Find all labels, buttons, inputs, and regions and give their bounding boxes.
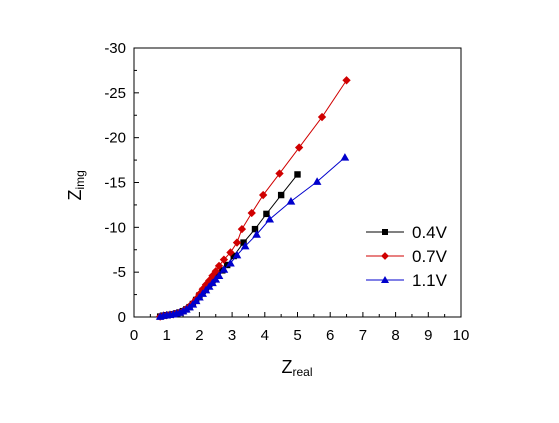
y-tick-label: -15 bbox=[104, 175, 126, 192]
data-point-1-1v bbox=[252, 230, 261, 238]
data-point-1-1v bbox=[240, 241, 250, 250]
x-tick-label: 6 bbox=[326, 327, 334, 344]
data-point-0-4v bbox=[230, 252, 237, 260]
data-point-0-7v bbox=[342, 76, 351, 85]
legend: 0.4V 0.7V 1.1V bbox=[366, 223, 448, 290]
series-0-7v bbox=[156, 76, 351, 321]
x-tick-label: 0 bbox=[130, 327, 138, 344]
data-series bbox=[155, 76, 351, 321]
data-point-0-7v bbox=[259, 190, 268, 200]
data-point-1-1v bbox=[340, 153, 350, 161]
x-tick-label: 4 bbox=[261, 327, 269, 344]
x-tick-label: 3 bbox=[228, 327, 236, 344]
data-point-1-1v bbox=[219, 265, 229, 273]
x-tick-label: 10 bbox=[453, 327, 470, 344]
legend-label-0-7v: 0.7V bbox=[412, 247, 448, 266]
x-tick-label: 8 bbox=[391, 327, 399, 344]
data-point-1-1v bbox=[286, 197, 296, 205]
x-tick-label: 2 bbox=[195, 327, 203, 344]
legend-marker-1-1v bbox=[380, 275, 390, 284]
data-point-0-4v bbox=[240, 239, 247, 246]
x-tick-label: 1 bbox=[163, 327, 171, 344]
data-point-1-1v bbox=[226, 258, 235, 267]
x-tick-label: 9 bbox=[424, 327, 432, 344]
legend-label-1-1v: 1.1V bbox=[412, 271, 448, 290]
y-tick-label: 0 bbox=[118, 309, 126, 326]
series-line-0-7v bbox=[160, 80, 347, 318]
data-point-0-7v bbox=[247, 208, 256, 218]
data-point-0-7v bbox=[214, 261, 224, 271]
x-tick-label: 5 bbox=[293, 327, 301, 344]
legend-item-1-1v: 1.1V bbox=[366, 271, 448, 290]
y-axis-label: Zimg bbox=[65, 170, 87, 200]
y-tick-label: -20 bbox=[104, 130, 126, 147]
data-point-0-7v bbox=[211, 267, 220, 276]
data-point-0-7v bbox=[232, 238, 242, 247]
data-point-0-4v bbox=[277, 191, 285, 199]
series-0-4v bbox=[156, 171, 301, 320]
x-tick-label: 7 bbox=[359, 327, 367, 344]
y-tick-label: -25 bbox=[104, 85, 126, 102]
data-point-0-4v bbox=[294, 171, 301, 178]
data-point-1-1v bbox=[214, 271, 224, 279]
legend-item-0-4v: 0.4V bbox=[366, 223, 448, 242]
data-point-0-7v bbox=[205, 276, 214, 285]
data-point-0-7v bbox=[275, 169, 284, 178]
legend-label-0-4v: 0.4V bbox=[412, 223, 448, 242]
data-point-0-4v bbox=[251, 225, 259, 233]
y-tick-label: -30 bbox=[104, 40, 126, 57]
data-point-0-7v bbox=[294, 143, 304, 152]
legend-marker-0-7v bbox=[381, 252, 389, 260]
data-point-0-4v bbox=[263, 210, 270, 218]
data-point-0-7v bbox=[226, 248, 235, 257]
data-point-0-7v bbox=[317, 112, 327, 122]
x-axis-label: Zreal bbox=[282, 357, 313, 379]
y-tick-label: -5 bbox=[113, 264, 126, 281]
axes: 0 1 2 3 4 5 6 7 8 9 10 0 -5 -10 -15 -20 -25 -30 Zreal Zimg bbox=[65, 40, 469, 379]
data-point-1-1v bbox=[265, 214, 275, 223]
data-point-0-7v bbox=[219, 255, 229, 264]
data-point-1-1v bbox=[312, 177, 322, 185]
series-line-0-4v bbox=[160, 174, 298, 318]
data-point-0-7v bbox=[237, 224, 247, 234]
legend-marker-0-4v bbox=[382, 229, 388, 235]
data-point-1-1v bbox=[232, 250, 242, 259]
series-1-1v bbox=[155, 153, 350, 320]
y-tick-label: -10 bbox=[104, 219, 126, 236]
legend-item-0-7v: 0.7V bbox=[366, 247, 448, 266]
